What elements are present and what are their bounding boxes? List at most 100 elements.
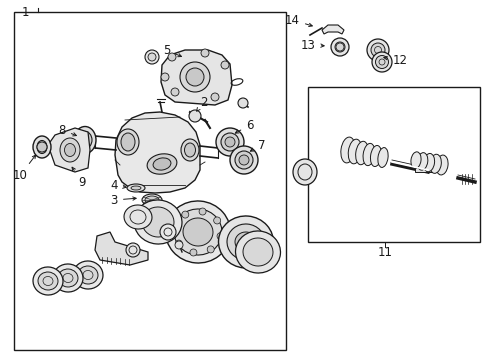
Ellipse shape <box>131 186 141 190</box>
Circle shape <box>145 50 159 64</box>
Text: 8: 8 <box>59 123 76 136</box>
Circle shape <box>148 53 156 61</box>
Bar <box>14 12 285 350</box>
Text: 4: 4 <box>110 179 126 192</box>
Ellipse shape <box>423 153 434 172</box>
Text: 3: 3 <box>110 194 136 207</box>
Ellipse shape <box>429 154 441 174</box>
Polygon shape <box>321 25 343 34</box>
Circle shape <box>213 217 220 224</box>
Ellipse shape <box>180 62 209 92</box>
Ellipse shape <box>181 139 199 161</box>
Circle shape <box>161 73 169 81</box>
Ellipse shape <box>370 145 381 167</box>
Ellipse shape <box>185 68 203 86</box>
Ellipse shape <box>221 133 239 151</box>
Ellipse shape <box>410 152 420 168</box>
Ellipse shape <box>33 267 63 295</box>
Ellipse shape <box>153 158 171 170</box>
Ellipse shape <box>147 154 177 174</box>
Circle shape <box>221 61 228 69</box>
Ellipse shape <box>435 155 447 175</box>
Circle shape <box>175 240 182 247</box>
Circle shape <box>37 142 47 152</box>
Circle shape <box>171 88 179 96</box>
Circle shape <box>126 243 140 257</box>
Ellipse shape <box>370 43 384 57</box>
Circle shape <box>217 233 224 240</box>
Circle shape <box>168 53 176 61</box>
Ellipse shape <box>347 139 361 164</box>
Ellipse shape <box>218 216 273 268</box>
Bar <box>414 164 432 172</box>
Polygon shape <box>95 232 148 265</box>
Bar <box>307 87 479 242</box>
Text: 7: 7 <box>250 139 265 152</box>
Text: 9: 9 <box>72 167 85 189</box>
Ellipse shape <box>78 131 92 149</box>
Ellipse shape <box>334 42 345 52</box>
Circle shape <box>207 246 214 253</box>
Circle shape <box>189 110 201 122</box>
Ellipse shape <box>58 269 78 287</box>
Ellipse shape <box>174 209 222 255</box>
Ellipse shape <box>229 146 258 174</box>
Ellipse shape <box>165 201 230 263</box>
Ellipse shape <box>33 136 51 158</box>
Ellipse shape <box>330 38 348 56</box>
Ellipse shape <box>377 148 387 167</box>
Ellipse shape <box>60 138 80 162</box>
Ellipse shape <box>235 151 252 169</box>
Ellipse shape <box>73 261 103 289</box>
Ellipse shape <box>239 155 248 165</box>
Text: 5: 5 <box>163 44 181 57</box>
Text: 6: 6 <box>235 118 253 133</box>
Ellipse shape <box>74 126 96 153</box>
Circle shape <box>189 249 197 256</box>
Ellipse shape <box>183 218 213 246</box>
Ellipse shape <box>142 207 174 237</box>
Ellipse shape <box>124 205 152 229</box>
Text: 10: 10 <box>13 155 36 181</box>
Ellipse shape <box>226 224 264 260</box>
Circle shape <box>210 93 219 101</box>
Ellipse shape <box>64 144 75 157</box>
Ellipse shape <box>121 133 135 151</box>
Ellipse shape <box>292 159 316 185</box>
Ellipse shape <box>355 141 367 165</box>
Ellipse shape <box>38 272 58 290</box>
Ellipse shape <box>216 128 244 156</box>
Circle shape <box>238 98 247 108</box>
Ellipse shape <box>78 266 98 284</box>
Ellipse shape <box>362 143 374 166</box>
Circle shape <box>175 241 183 249</box>
Text: 12: 12 <box>383 54 407 67</box>
Ellipse shape <box>243 238 272 266</box>
Ellipse shape <box>37 140 47 153</box>
Text: 13: 13 <box>301 39 324 51</box>
Ellipse shape <box>235 231 280 273</box>
Text: 11: 11 <box>377 246 392 258</box>
Ellipse shape <box>224 137 235 147</box>
Ellipse shape <box>117 129 139 155</box>
Circle shape <box>160 224 176 240</box>
Ellipse shape <box>366 39 388 61</box>
Ellipse shape <box>340 137 354 163</box>
Ellipse shape <box>127 184 145 192</box>
Text: 2: 2 <box>196 95 207 111</box>
Ellipse shape <box>235 232 257 252</box>
Ellipse shape <box>184 143 195 157</box>
Ellipse shape <box>134 200 182 244</box>
Ellipse shape <box>371 52 391 72</box>
Ellipse shape <box>142 194 162 206</box>
Ellipse shape <box>375 55 387 68</box>
Circle shape <box>182 211 188 218</box>
Ellipse shape <box>53 264 83 292</box>
Ellipse shape <box>145 196 159 204</box>
Circle shape <box>199 208 205 215</box>
Text: 1: 1 <box>22 5 29 18</box>
Ellipse shape <box>416 153 427 170</box>
Circle shape <box>172 224 179 231</box>
Polygon shape <box>161 50 231 105</box>
Polygon shape <box>115 112 200 193</box>
